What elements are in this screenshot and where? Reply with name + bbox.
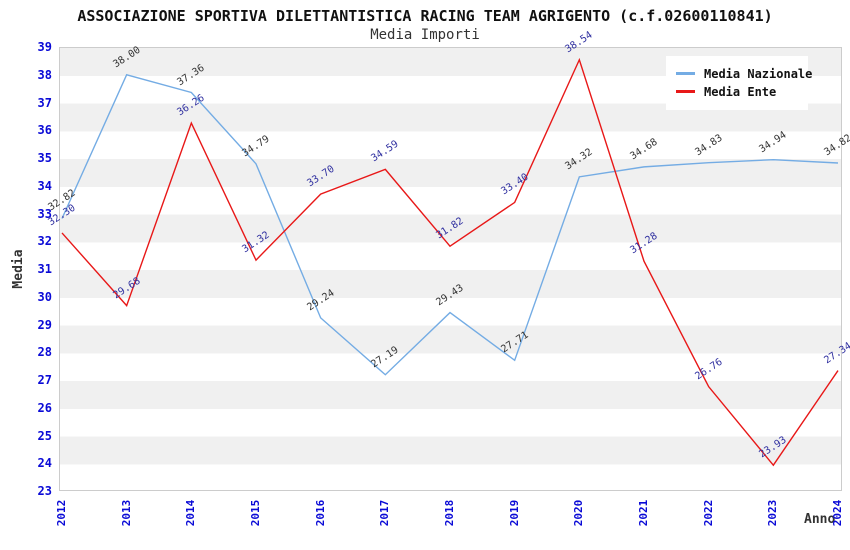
x-tick: 2024: [831, 499, 844, 527]
y-tick: 39: [37, 40, 52, 54]
legend-label: Media Nazionale: [704, 66, 813, 81]
x-tick: 2012: [55, 499, 68, 527]
x-tick: 2015: [249, 499, 262, 527]
y-tick: 37: [37, 95, 52, 110]
x-tick: 2022: [701, 499, 715, 527]
y-tick: 38: [37, 67, 52, 82]
x-tick: 2016: [313, 499, 327, 527]
legend-item-media-ente: Media Ente: [676, 84, 798, 99]
legend-swatch-media-nazionale-icon: [676, 72, 695, 75]
x-axis-label: Anno: [804, 512, 836, 527]
y-tick: 30: [37, 289, 52, 304]
y-tick: 25: [37, 428, 52, 443]
y-tick: 32: [37, 234, 52, 249]
y-tick: 27: [37, 373, 52, 387]
plot-area: [59, 47, 842, 491]
y-tick: 31: [37, 262, 52, 276]
x-tick: 2023: [766, 499, 780, 527]
y-tick: 34: [37, 178, 52, 193]
y-tick: 33: [37, 206, 52, 221]
y-tick: 28: [37, 345, 52, 360]
y-tick: 24: [37, 456, 52, 471]
page-subtitle: Media Importi: [370, 27, 480, 43]
x-tick: 2013: [119, 499, 133, 527]
x-tick: 2018: [443, 499, 456, 527]
x-tick: 2021: [637, 499, 650, 527]
x-tick: 2020: [572, 499, 586, 527]
x-tick: 2014: [184, 499, 198, 527]
page-title: ASSOCIAZIONE SPORTIVA DILETTANTISTICA RA…: [77, 7, 773, 25]
y-tick: 23: [37, 484, 52, 498]
y-tick: 29: [37, 317, 52, 332]
y-tick: 36: [37, 123, 52, 138]
legend-swatch-media-ente-icon: [676, 90, 695, 93]
legend-item-media-nazionale: Media Nazionale: [676, 66, 812, 81]
y-tick: 35: [37, 151, 52, 165]
x-tick: 2017: [378, 499, 392, 527]
legend: Media Nazionale Media Ente: [666, 56, 812, 110]
legend-label: Media Ente: [704, 84, 777, 99]
x-tick: 2019: [507, 499, 521, 527]
y-tick: 26: [37, 400, 52, 415]
